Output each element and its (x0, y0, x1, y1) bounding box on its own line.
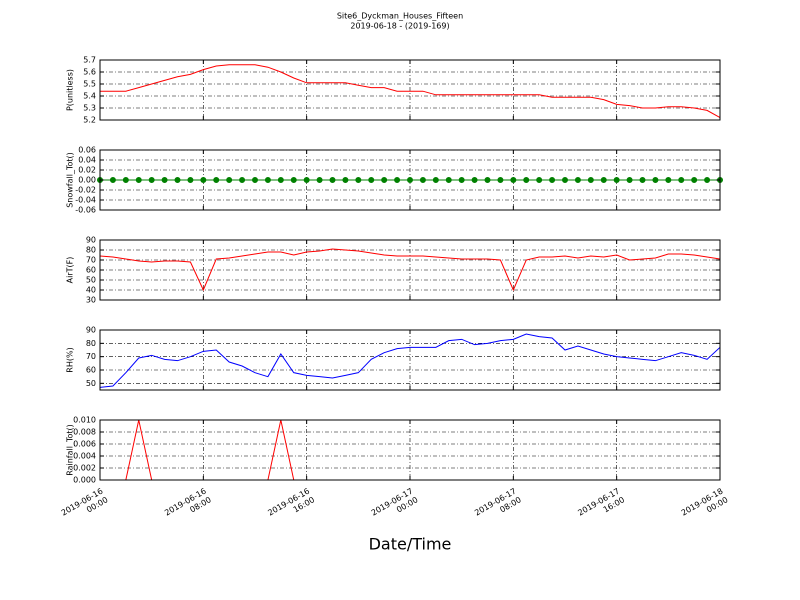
data-point (562, 177, 568, 183)
data-point (239, 177, 246, 183)
data-point (187, 177, 194, 183)
data-point (665, 177, 672, 183)
y-tick-label: 0.008 (73, 428, 96, 437)
y-tick-label: 90 (86, 236, 96, 245)
y-tick-label: 0.004 (73, 452, 96, 461)
data-point (381, 177, 388, 183)
y-axis-label: RH(%) (66, 347, 75, 372)
data-point (691, 177, 698, 183)
data-point (368, 177, 375, 183)
y-tick-label: 5.2 (83, 116, 96, 125)
data-point (536, 177, 543, 183)
data-point (277, 177, 284, 183)
y-tick-label: 30 (86, 296, 96, 305)
y-tick-label: 0.02 (78, 166, 96, 175)
y-tick-label: 0.000 (73, 476, 96, 485)
data-point (678, 177, 685, 183)
y-tick-label: 5.6 (83, 68, 96, 77)
y-axis-label: Snowfall_Tot() (66, 152, 75, 208)
data-point (226, 177, 233, 183)
data-point (342, 177, 349, 183)
data-point (148, 177, 155, 183)
y-tick-label: 5.7 (83, 56, 96, 65)
data-point (652, 177, 659, 183)
data-point (458, 177, 465, 183)
data-point (329, 177, 336, 183)
data-point (587, 177, 594, 183)
data-point (419, 177, 426, 183)
y-tick-label: 50 (86, 276, 96, 285)
data-point (510, 177, 517, 183)
y-tick-label: 70 (86, 256, 96, 265)
y-axis-label: Rainfall_Tot() (66, 424, 75, 476)
data-point (264, 177, 271, 183)
data-point (639, 177, 646, 183)
data-point (549, 177, 556, 183)
data-point (445, 177, 452, 183)
data-point (497, 177, 504, 183)
y-tick-label: 40 (86, 286, 96, 295)
y-tick-label: 0.04 (78, 156, 96, 165)
data-point (355, 177, 362, 183)
y-tick-label: -0.04 (75, 196, 96, 205)
data-point (394, 177, 401, 183)
data-line (100, 64, 720, 119)
y-axis-label: P(unitless) (66, 69, 75, 111)
data-point (200, 177, 207, 183)
data-point (407, 177, 413, 183)
data-point (523, 177, 530, 183)
y-tick-label: 0.06 (78, 146, 96, 155)
y-tick-label: 0.010 (73, 416, 96, 425)
data-point (303, 177, 310, 183)
chart-subtitle: 2019-06-18 - (2019-169) (350, 22, 449, 31)
data-point (600, 177, 607, 183)
data-point (704, 177, 711, 183)
data-point (471, 177, 478, 183)
y-tick-label: 0.00 (78, 176, 96, 185)
chart-title: Site6_Dyckman_Houses_Fifteen (337, 12, 463, 21)
data-point (122, 177, 129, 183)
data-point (290, 177, 297, 183)
data-point (484, 177, 491, 183)
y-tick-label: 5.5 (83, 80, 96, 89)
y-tick-label: 50 (86, 379, 96, 388)
data-line (100, 248, 720, 292)
y-tick-label: 60 (86, 266, 96, 275)
y-tick-label: 80 (86, 339, 96, 348)
data-point (626, 177, 633, 183)
y-tick-label: -0.06 (75, 206, 96, 215)
data-point (174, 177, 181, 183)
data-point (574, 177, 581, 183)
y-tick-label: 5.3 (83, 104, 96, 113)
y-tick-label: 0.002 (73, 464, 96, 473)
y-tick-label: -0.02 (75, 186, 96, 195)
y-tick-label: 80 (86, 246, 96, 255)
y-tick-label: 70 (86, 352, 96, 361)
data-point (432, 177, 439, 183)
data-point (252, 177, 258, 183)
y-tick-label: 60 (86, 366, 96, 375)
data-point (613, 177, 620, 183)
y-axis-label: AirT(F) (66, 257, 75, 284)
data-point (135, 177, 142, 183)
data-point (213, 177, 220, 183)
y-tick-label: 0.006 (73, 440, 96, 449)
y-tick-label: 90 (86, 326, 96, 335)
x-axis-label: Date/Time (369, 535, 452, 554)
data-point (161, 177, 168, 183)
data-point (109, 177, 116, 183)
y-tick-label: 5.4 (83, 92, 96, 101)
data-line (100, 333, 720, 388)
data-point (316, 177, 323, 183)
